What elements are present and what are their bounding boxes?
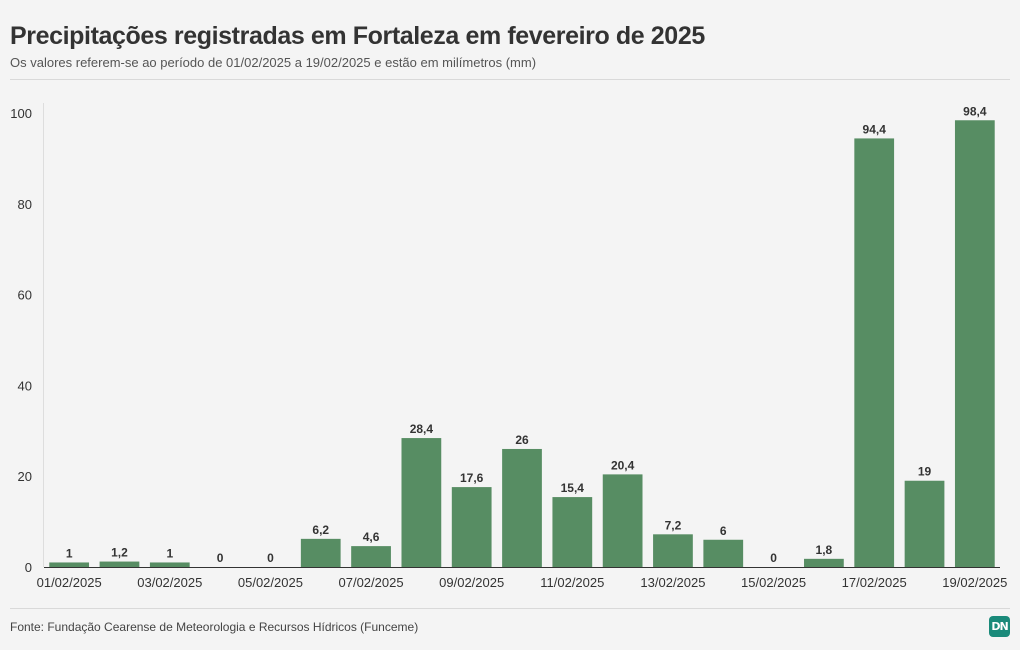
bar [99, 561, 140, 567]
bar [49, 562, 90, 567]
data-label: 6 [720, 524, 727, 538]
y-tick-label: 20 [18, 469, 32, 484]
data-label: 0 [217, 551, 224, 565]
bar [602, 474, 643, 567]
data-label: 6,2 [312, 523, 329, 537]
data-label: 94,4 [863, 122, 887, 136]
bar [552, 497, 593, 567]
data-label: 20,4 [611, 458, 635, 472]
bar [854, 138, 895, 567]
bar [300, 538, 341, 567]
source-note: Fonte: Fundação Cearense de Meteorologia… [10, 620, 419, 634]
x-tick-label: 07/02/2025 [339, 575, 404, 590]
data-label: 1,8 [816, 543, 833, 557]
data-label: 4,6 [363, 530, 380, 544]
data-label: 0 [770, 551, 777, 565]
x-tick-label: 15/02/2025 [741, 575, 806, 590]
dn-logo-icon: DN [989, 616, 1010, 637]
data-label: 15,4 [561, 481, 585, 495]
data-label: 26 [515, 433, 529, 447]
bar [653, 534, 693, 567]
data-label: 0 [267, 551, 274, 565]
bar [149, 562, 190, 567]
chart-title: Precipitações registradas em Fortaleza e… [10, 22, 705, 50]
y-tick-label: 0 [25, 560, 32, 575]
y-tick-label: 60 [18, 288, 32, 303]
bar [351, 546, 391, 567]
chart-subtitle: Os valores referem-se ao período de 01/0… [10, 55, 537, 70]
x-tick-label: 01/02/2025 [37, 575, 102, 590]
data-label: 19 [918, 465, 932, 479]
data-label: 1 [166, 546, 173, 560]
data-label: 17,6 [460, 471, 484, 485]
bar [703, 539, 744, 567]
bar [804, 558, 844, 567]
data-label: 28,4 [410, 422, 434, 436]
bar [451, 487, 492, 567]
data-label: 1,2 [111, 546, 128, 560]
bar [954, 120, 995, 567]
bar [401, 438, 442, 567]
y-tick-label: 40 [18, 378, 32, 393]
x-tick-label: 03/02/2025 [137, 575, 202, 590]
data-label: 98,4 [963, 104, 987, 118]
bar [904, 480, 945, 567]
bar [502, 448, 542, 567]
x-tick-label: 09/02/2025 [439, 575, 504, 590]
header-divider [10, 79, 1010, 80]
x-tick-label: 05/02/2025 [238, 575, 303, 590]
footer-divider [10, 608, 1010, 609]
data-label: 7,2 [665, 518, 682, 532]
x-tick-label: 19/02/2025 [942, 575, 1007, 590]
data-label: 1 [66, 546, 73, 560]
x-tick-label: 13/02/2025 [640, 575, 705, 590]
y-tick-label: 100 [10, 106, 32, 121]
y-tick-label: 80 [18, 197, 32, 212]
x-tick-label: 17/02/2025 [842, 575, 907, 590]
x-tick-label: 11/02/2025 [540, 575, 604, 590]
